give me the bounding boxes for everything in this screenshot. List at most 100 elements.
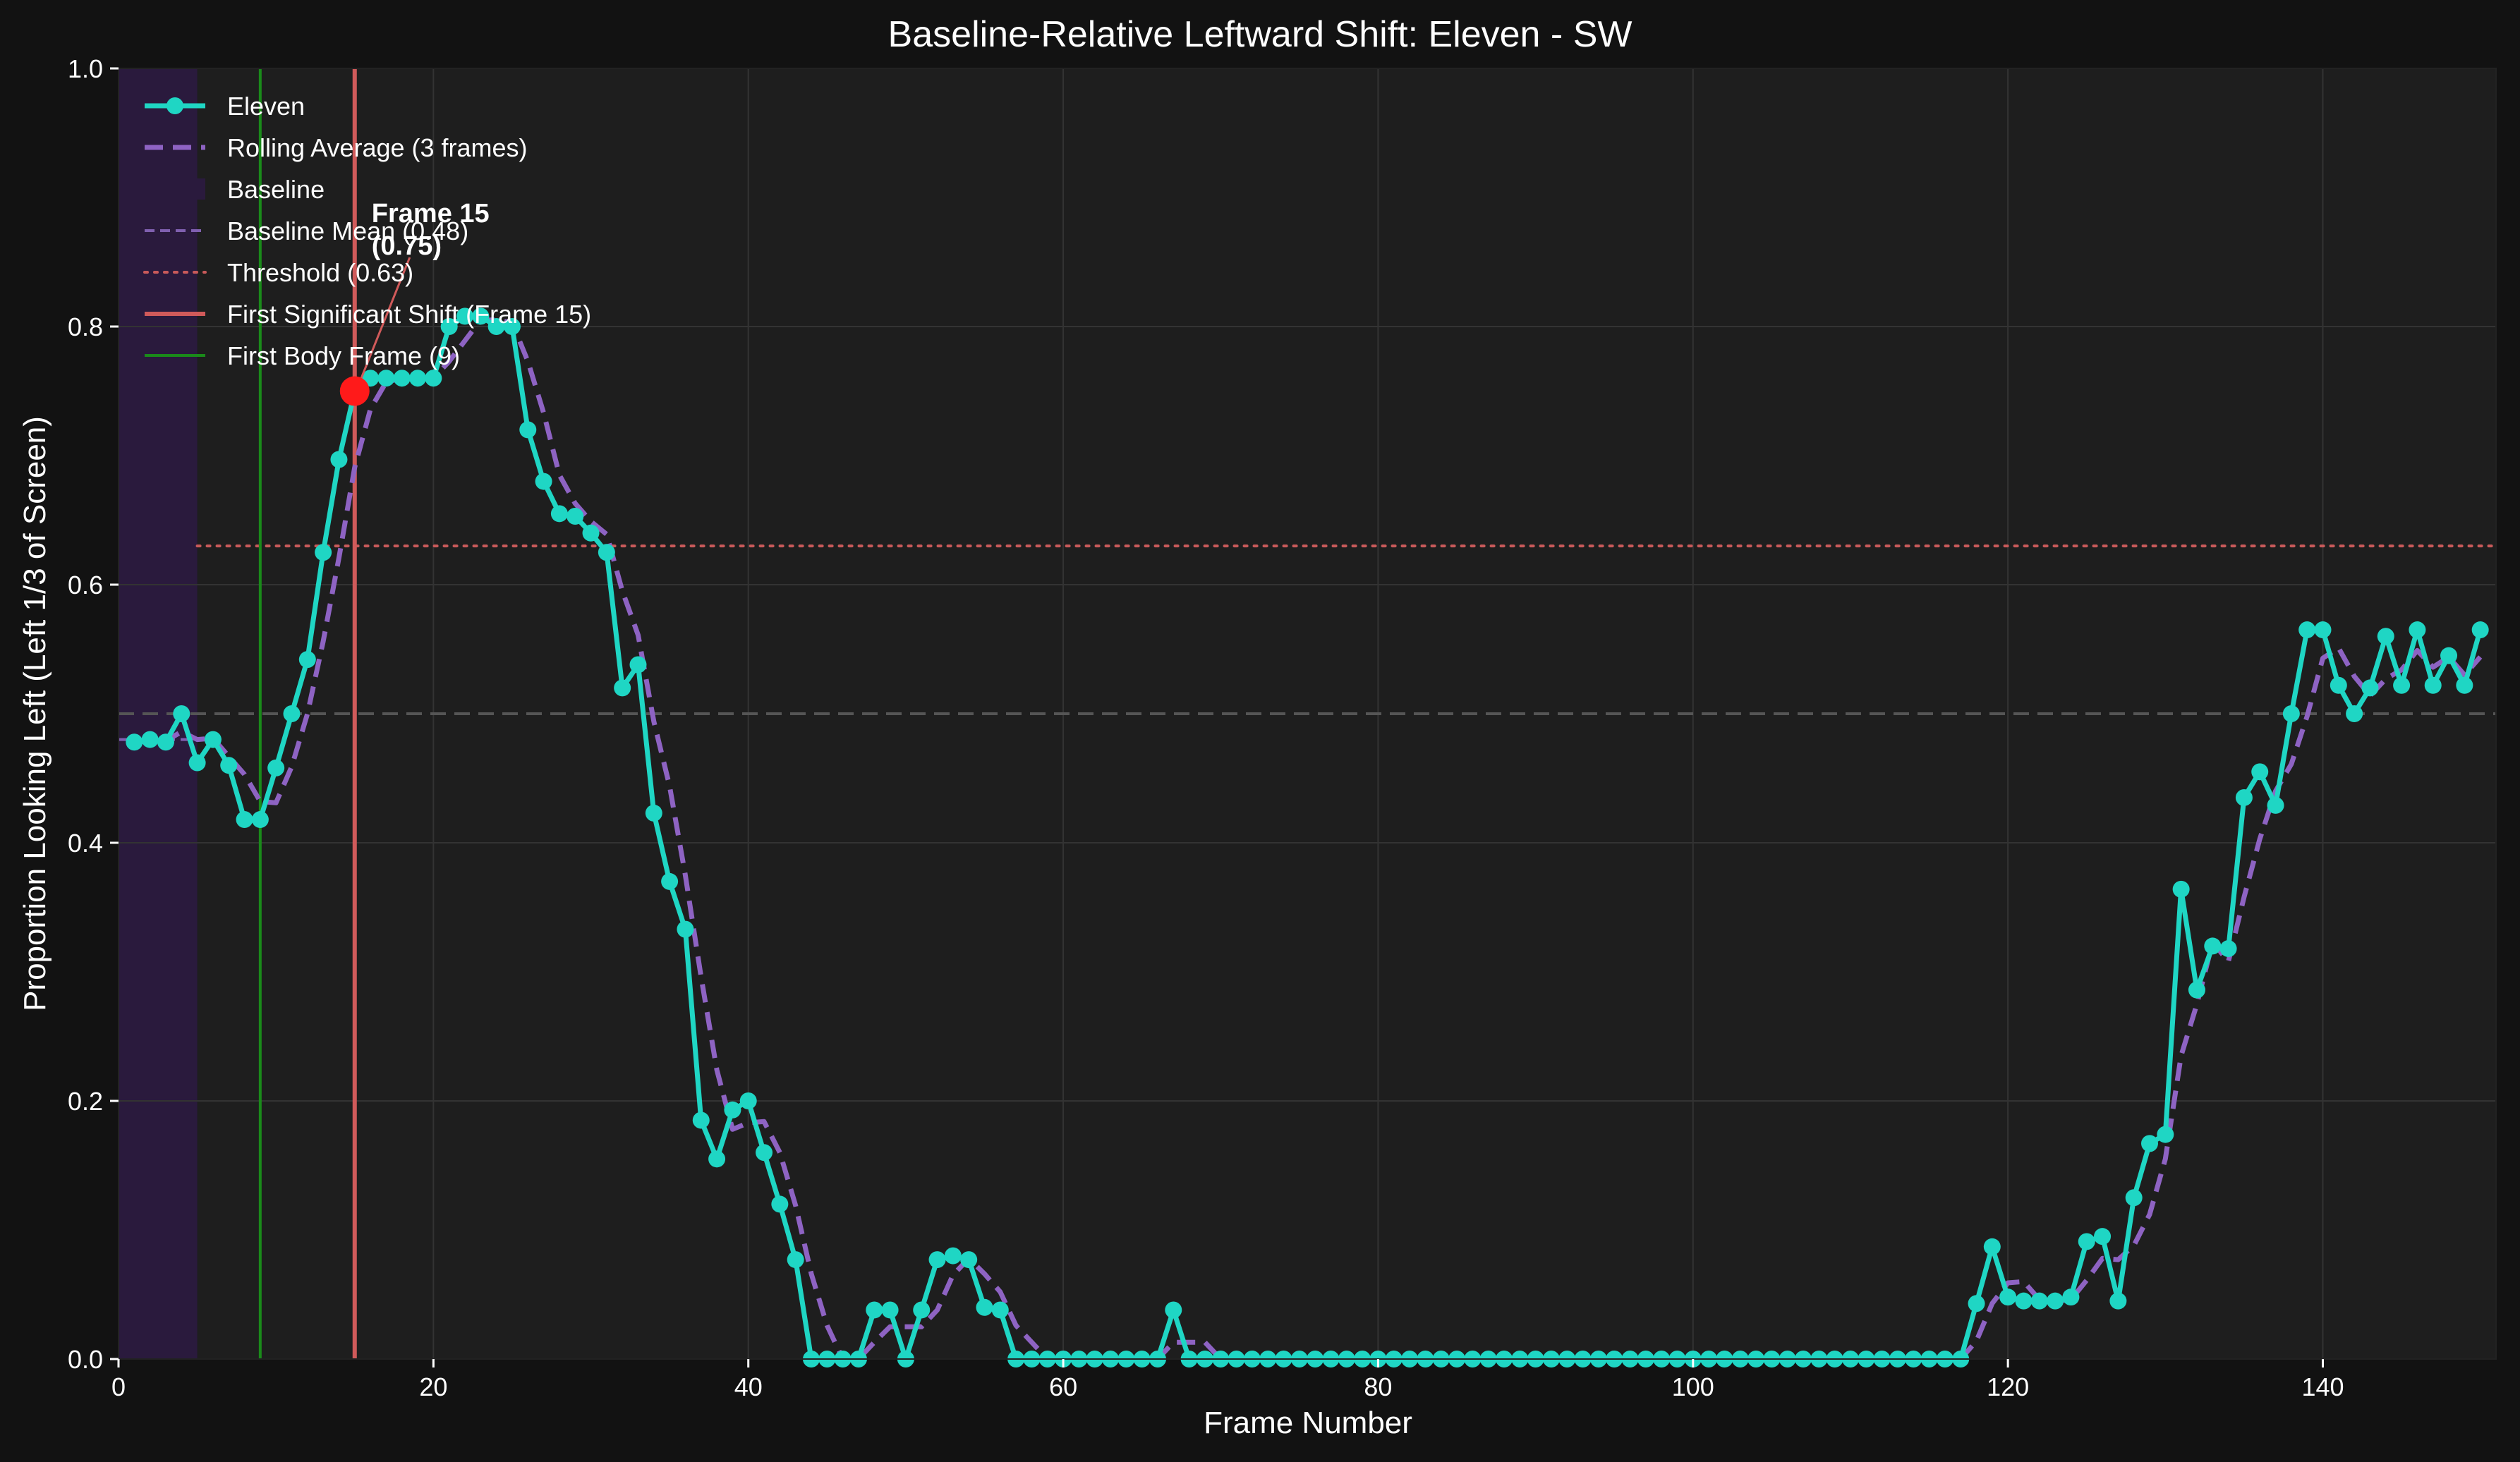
y-tick-label: 0.0 xyxy=(68,1345,103,1374)
legend-item: Eleven xyxy=(145,92,305,121)
legend-swatch-baseline xyxy=(145,178,205,200)
legend-marker-eleven xyxy=(166,97,183,114)
eleven-point xyxy=(866,1301,883,1319)
eleven-point xyxy=(991,1301,1009,1319)
y-axis-label: Proportion Looking Left (Left 1/3 of Scr… xyxy=(18,416,52,1011)
legend-item: Rolling Average (3 frames) xyxy=(145,133,528,162)
eleven-point xyxy=(2314,621,2332,639)
x-tick-label: 60 xyxy=(1049,1372,1077,1401)
eleven-point xyxy=(315,544,332,561)
eleven-point xyxy=(519,421,537,439)
eleven-point xyxy=(2361,679,2379,697)
eleven-point xyxy=(298,651,316,669)
legend-item: Threshold (0.63) xyxy=(143,258,413,287)
eleven-point xyxy=(2393,676,2411,694)
eleven-point xyxy=(677,920,694,938)
eleven-point xyxy=(393,370,411,387)
legend-label: Rolling Average (3 frames) xyxy=(227,133,528,162)
x-tick-label: 20 xyxy=(419,1372,447,1401)
eleven-point xyxy=(976,1298,993,1316)
eleven-point xyxy=(661,872,679,890)
eleven-point xyxy=(456,307,473,325)
legend-item: First Significant Shift (Frame 15) xyxy=(145,300,591,329)
annotation-label-value: (0.75) xyxy=(372,231,442,261)
eleven-point xyxy=(739,1092,757,1109)
eleven-point xyxy=(582,524,600,542)
eleven-point xyxy=(708,1150,726,1168)
legend-label: Threshold (0.63) xyxy=(227,258,413,287)
eleven-point xyxy=(960,1251,978,1269)
annotation-label-frame: Frame 15 xyxy=(372,199,490,229)
eleven-point xyxy=(425,370,442,387)
eleven-point xyxy=(787,1251,804,1269)
eleven-point xyxy=(881,1301,899,1319)
highlight-annotation: Frame 15(0.75) xyxy=(339,199,490,406)
eleven-point xyxy=(173,705,190,722)
eleven-point xyxy=(535,473,552,490)
x-tick-label: 40 xyxy=(734,1372,763,1401)
eleven-point xyxy=(472,307,490,325)
eleven-point xyxy=(236,811,253,829)
legend-label: First Body Frame (9) xyxy=(227,341,460,370)
eleven-point xyxy=(2062,1289,2080,1306)
eleven-point xyxy=(2282,705,2300,722)
eleven-point xyxy=(928,1251,946,1269)
eleven-point xyxy=(567,508,584,525)
eleven-point xyxy=(2440,647,2458,664)
axes: 0 20 40 60 80 100 120 140 0.0 0.2 0.4 0.6 0.8 1.0 xyxy=(68,54,2497,1401)
x-tick-label: 100 xyxy=(1672,1372,1714,1401)
eleven-point xyxy=(2346,705,2363,722)
eleven-point xyxy=(598,544,615,561)
eleven-point xyxy=(188,754,206,772)
eleven-point xyxy=(2330,676,2347,694)
eleven-point xyxy=(157,733,174,751)
eleven-point xyxy=(2471,621,2489,639)
eleven-point xyxy=(377,370,395,387)
eleven-point xyxy=(503,318,521,335)
eleven-point xyxy=(2267,796,2284,814)
eleven-point xyxy=(2298,621,2316,639)
eleven-point xyxy=(2141,1135,2159,1152)
eleven-point xyxy=(2424,676,2442,694)
y-tick-label: 0.8 xyxy=(68,312,103,341)
annotation-arrow xyxy=(358,257,411,385)
eleven-point xyxy=(913,1301,931,1319)
eleven-point xyxy=(251,811,269,829)
eleven-point xyxy=(550,505,568,523)
legend-label: Baseline Mean (0.48) xyxy=(227,217,468,245)
eleven-point xyxy=(756,1144,773,1162)
eleven-point xyxy=(2047,1292,2064,1310)
eleven-point xyxy=(645,804,662,822)
rolling-average-line xyxy=(134,317,2483,1362)
eleven-point xyxy=(2078,1233,2095,1250)
plot-frame xyxy=(118,68,2497,1360)
eleven-point xyxy=(126,733,143,751)
y-tick-label: 0.2 xyxy=(68,1087,103,1116)
legend: Eleven Rolling Average (3 frames) Baseline… xyxy=(143,92,591,370)
eleven-point xyxy=(1165,1301,1182,1319)
x-tick-label: 140 xyxy=(2301,1372,2344,1401)
reference-lines xyxy=(119,68,2497,1359)
eleven-point xyxy=(2125,1189,2143,1207)
eleven-point xyxy=(283,705,301,722)
eleven-point xyxy=(1999,1289,2017,1306)
y-tick-label: 1.0 xyxy=(68,54,103,83)
legend-label: Eleven xyxy=(227,92,305,121)
eleven-point xyxy=(330,451,348,468)
eleven-point xyxy=(2157,1126,2174,1143)
eleven-point xyxy=(2251,763,2269,781)
eleven-point xyxy=(724,1101,741,1119)
eleven-point xyxy=(1968,1295,1985,1312)
eleven-point xyxy=(2030,1292,2048,1310)
eleven-point xyxy=(2015,1292,2033,1310)
rolling-average-series xyxy=(134,317,2483,1362)
eleven-point xyxy=(2094,1228,2112,1245)
eleven-point xyxy=(267,759,285,776)
eleven-point xyxy=(204,731,222,748)
highlight-point xyxy=(339,376,370,406)
x-tick-label: 120 xyxy=(1987,1372,2029,1401)
eleven-point xyxy=(2377,628,2394,645)
eleven-point xyxy=(141,731,159,748)
legend-label: First Significant Shift (Frame 15) xyxy=(227,300,591,329)
eleven-point xyxy=(2204,937,2222,955)
